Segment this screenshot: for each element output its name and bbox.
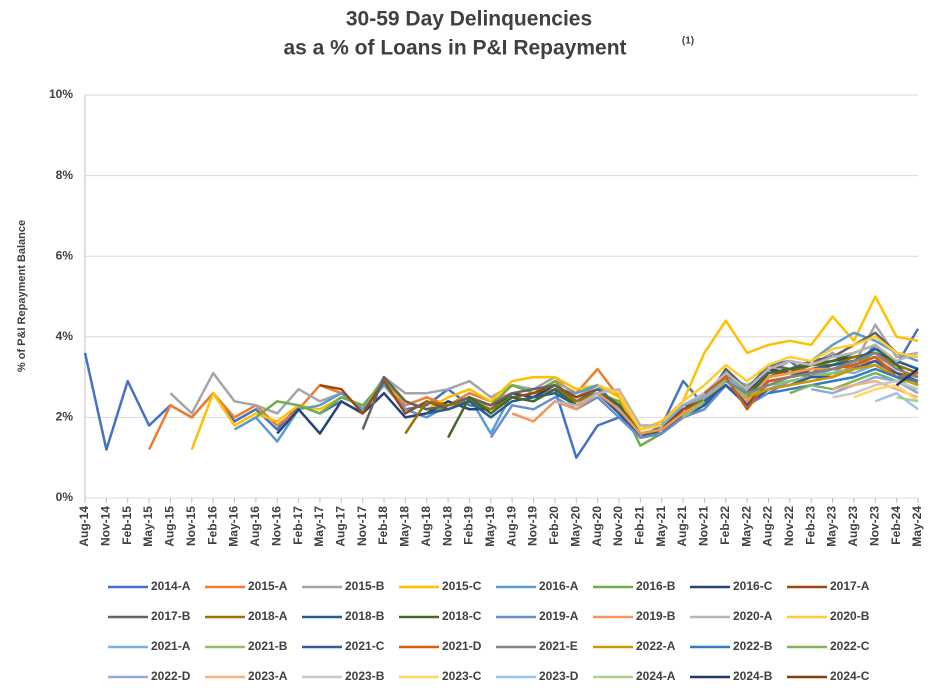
x-tick-label: Feb-23 — [803, 506, 817, 545]
x-tick-label: Nov-21 — [697, 506, 711, 546]
legend-label: 2018-A — [248, 609, 288, 623]
legend-label: 2023-D — [539, 669, 579, 683]
legend-label: 2024-C — [830, 669, 870, 683]
legend-label: 2023-B — [345, 669, 385, 683]
legend-label: 2020-B — [830, 609, 870, 623]
legend-label: 2020-A — [733, 609, 773, 623]
series-line — [597, 335, 919, 431]
series-line — [190, 295, 919, 451]
x-tick-label: Aug-20 — [590, 506, 604, 547]
legend-label: 2019-A — [539, 609, 579, 623]
legend-label: 2021-C — [345, 639, 385, 653]
series-line — [895, 368, 919, 387]
legend-label: 2021-D — [442, 639, 482, 653]
x-tick-label: May-20 — [568, 506, 582, 547]
x-tick-label: Nov-17 — [355, 506, 369, 546]
x-tick-label: Aug-14 — [77, 506, 91, 547]
y-tick-label: 2% — [56, 410, 74, 424]
x-tick-label: Feb-17 — [291, 506, 305, 545]
x-tick-label: Aug-17 — [333, 506, 347, 547]
series-line — [554, 343, 919, 427]
legend-label: 2019-B — [636, 609, 676, 623]
legend-label: 2017-A — [830, 579, 870, 593]
x-tick-label: Aug-16 — [248, 506, 262, 547]
y-tick-label: 0% — [56, 490, 74, 504]
y-tick-label: 8% — [56, 168, 74, 182]
legend-label: 2022-B — [733, 639, 773, 653]
x-tick-label: Feb-20 — [547, 506, 561, 545]
legend-label: 2023-C — [442, 669, 482, 683]
x-tick-label: Nov-14 — [99, 506, 113, 546]
y-tick-label: 4% — [56, 329, 74, 343]
series-line — [832, 379, 919, 399]
x-tick-label: Nov-16 — [269, 506, 283, 546]
legend-label: 2014-A — [151, 579, 191, 593]
x-tick-label: May-24 — [910, 506, 924, 547]
x-tick-label: Aug-23 — [846, 506, 860, 547]
x-tick-label: Feb-19 — [462, 506, 476, 545]
x-tick-label: May-21 — [654, 506, 668, 547]
x-tick-label: Feb-15 — [120, 506, 134, 545]
x-tick-label: Nov-19 — [526, 506, 540, 546]
y-axis-title: % of P&I Repayment Balance — [16, 220, 28, 372]
x-tick-label: Aug-22 — [761, 506, 775, 547]
legend-label: 2023-A — [248, 669, 288, 683]
x-tick-label: Aug-18 — [419, 506, 433, 547]
series-line — [853, 383, 919, 403]
x-tick-label: May-16 — [227, 506, 241, 547]
x-tick-label: Aug-21 — [675, 506, 689, 547]
chart-subtitle: as a % of Loans in P&I Repayment — [283, 37, 626, 60]
x-tick-label: Feb-22 — [718, 506, 732, 545]
y-tick-label: 6% — [56, 248, 74, 262]
legend-label: 2022-C — [830, 639, 870, 653]
legend-label: 2016-C — [733, 579, 773, 593]
x-tick-label: Feb-18 — [376, 506, 390, 545]
legend-label: 2015-B — [345, 579, 385, 593]
x-tick-label: Feb-21 — [633, 506, 647, 545]
chart-title: 30-59 Day Delinquencies — [346, 8, 592, 31]
legend-label: 2016-B — [636, 579, 676, 593]
x-tick-label: May-15 — [141, 506, 155, 547]
series-line — [725, 351, 919, 395]
x-tick-label: Nov-20 — [611, 506, 625, 546]
x-tick-label: Feb-16 — [205, 506, 219, 545]
x-tick-label: Feb-24 — [889, 506, 903, 545]
legend-label: 2022-A — [636, 639, 676, 653]
x-tick-label: May-22 — [739, 506, 753, 547]
legend-label: 2024-A — [636, 669, 676, 683]
legend-label: 2018-C — [442, 609, 482, 623]
series-line — [896, 396, 919, 403]
x-tick-label: Nov-23 — [867, 506, 881, 546]
x-tick-label: Nov-22 — [782, 506, 796, 546]
legend-label: 2016-A — [539, 579, 579, 593]
x-tick-label: Nov-15 — [184, 506, 198, 546]
legend-label: 2022-D — [151, 669, 191, 683]
legend-label: 2024-B — [733, 669, 773, 683]
x-tick-label: May-17 — [312, 506, 326, 547]
legend-label: 2015-C — [442, 579, 482, 593]
title-note: (1) — [682, 36, 694, 47]
legend-label: 2018-B — [345, 609, 385, 623]
x-tick-label: Aug-19 — [504, 506, 518, 547]
legend-label: 2017-B — [151, 609, 191, 623]
x-tick-label: Nov-18 — [440, 506, 454, 546]
x-tick-label: May-18 — [398, 506, 412, 547]
x-tick-label: Aug-15 — [163, 506, 177, 547]
legend-label: 2021-A — [151, 639, 191, 653]
x-tick-label: May-19 — [483, 506, 497, 547]
x-tick-label: May-23 — [825, 506, 839, 547]
legend-label: 2015-A — [248, 579, 288, 593]
series-line — [874, 391, 919, 411]
legend-label: 2021-E — [539, 639, 578, 653]
series-line — [768, 367, 919, 395]
legend-label: 2021-B — [248, 639, 288, 653]
y-tick-label: 10% — [49, 87, 73, 101]
